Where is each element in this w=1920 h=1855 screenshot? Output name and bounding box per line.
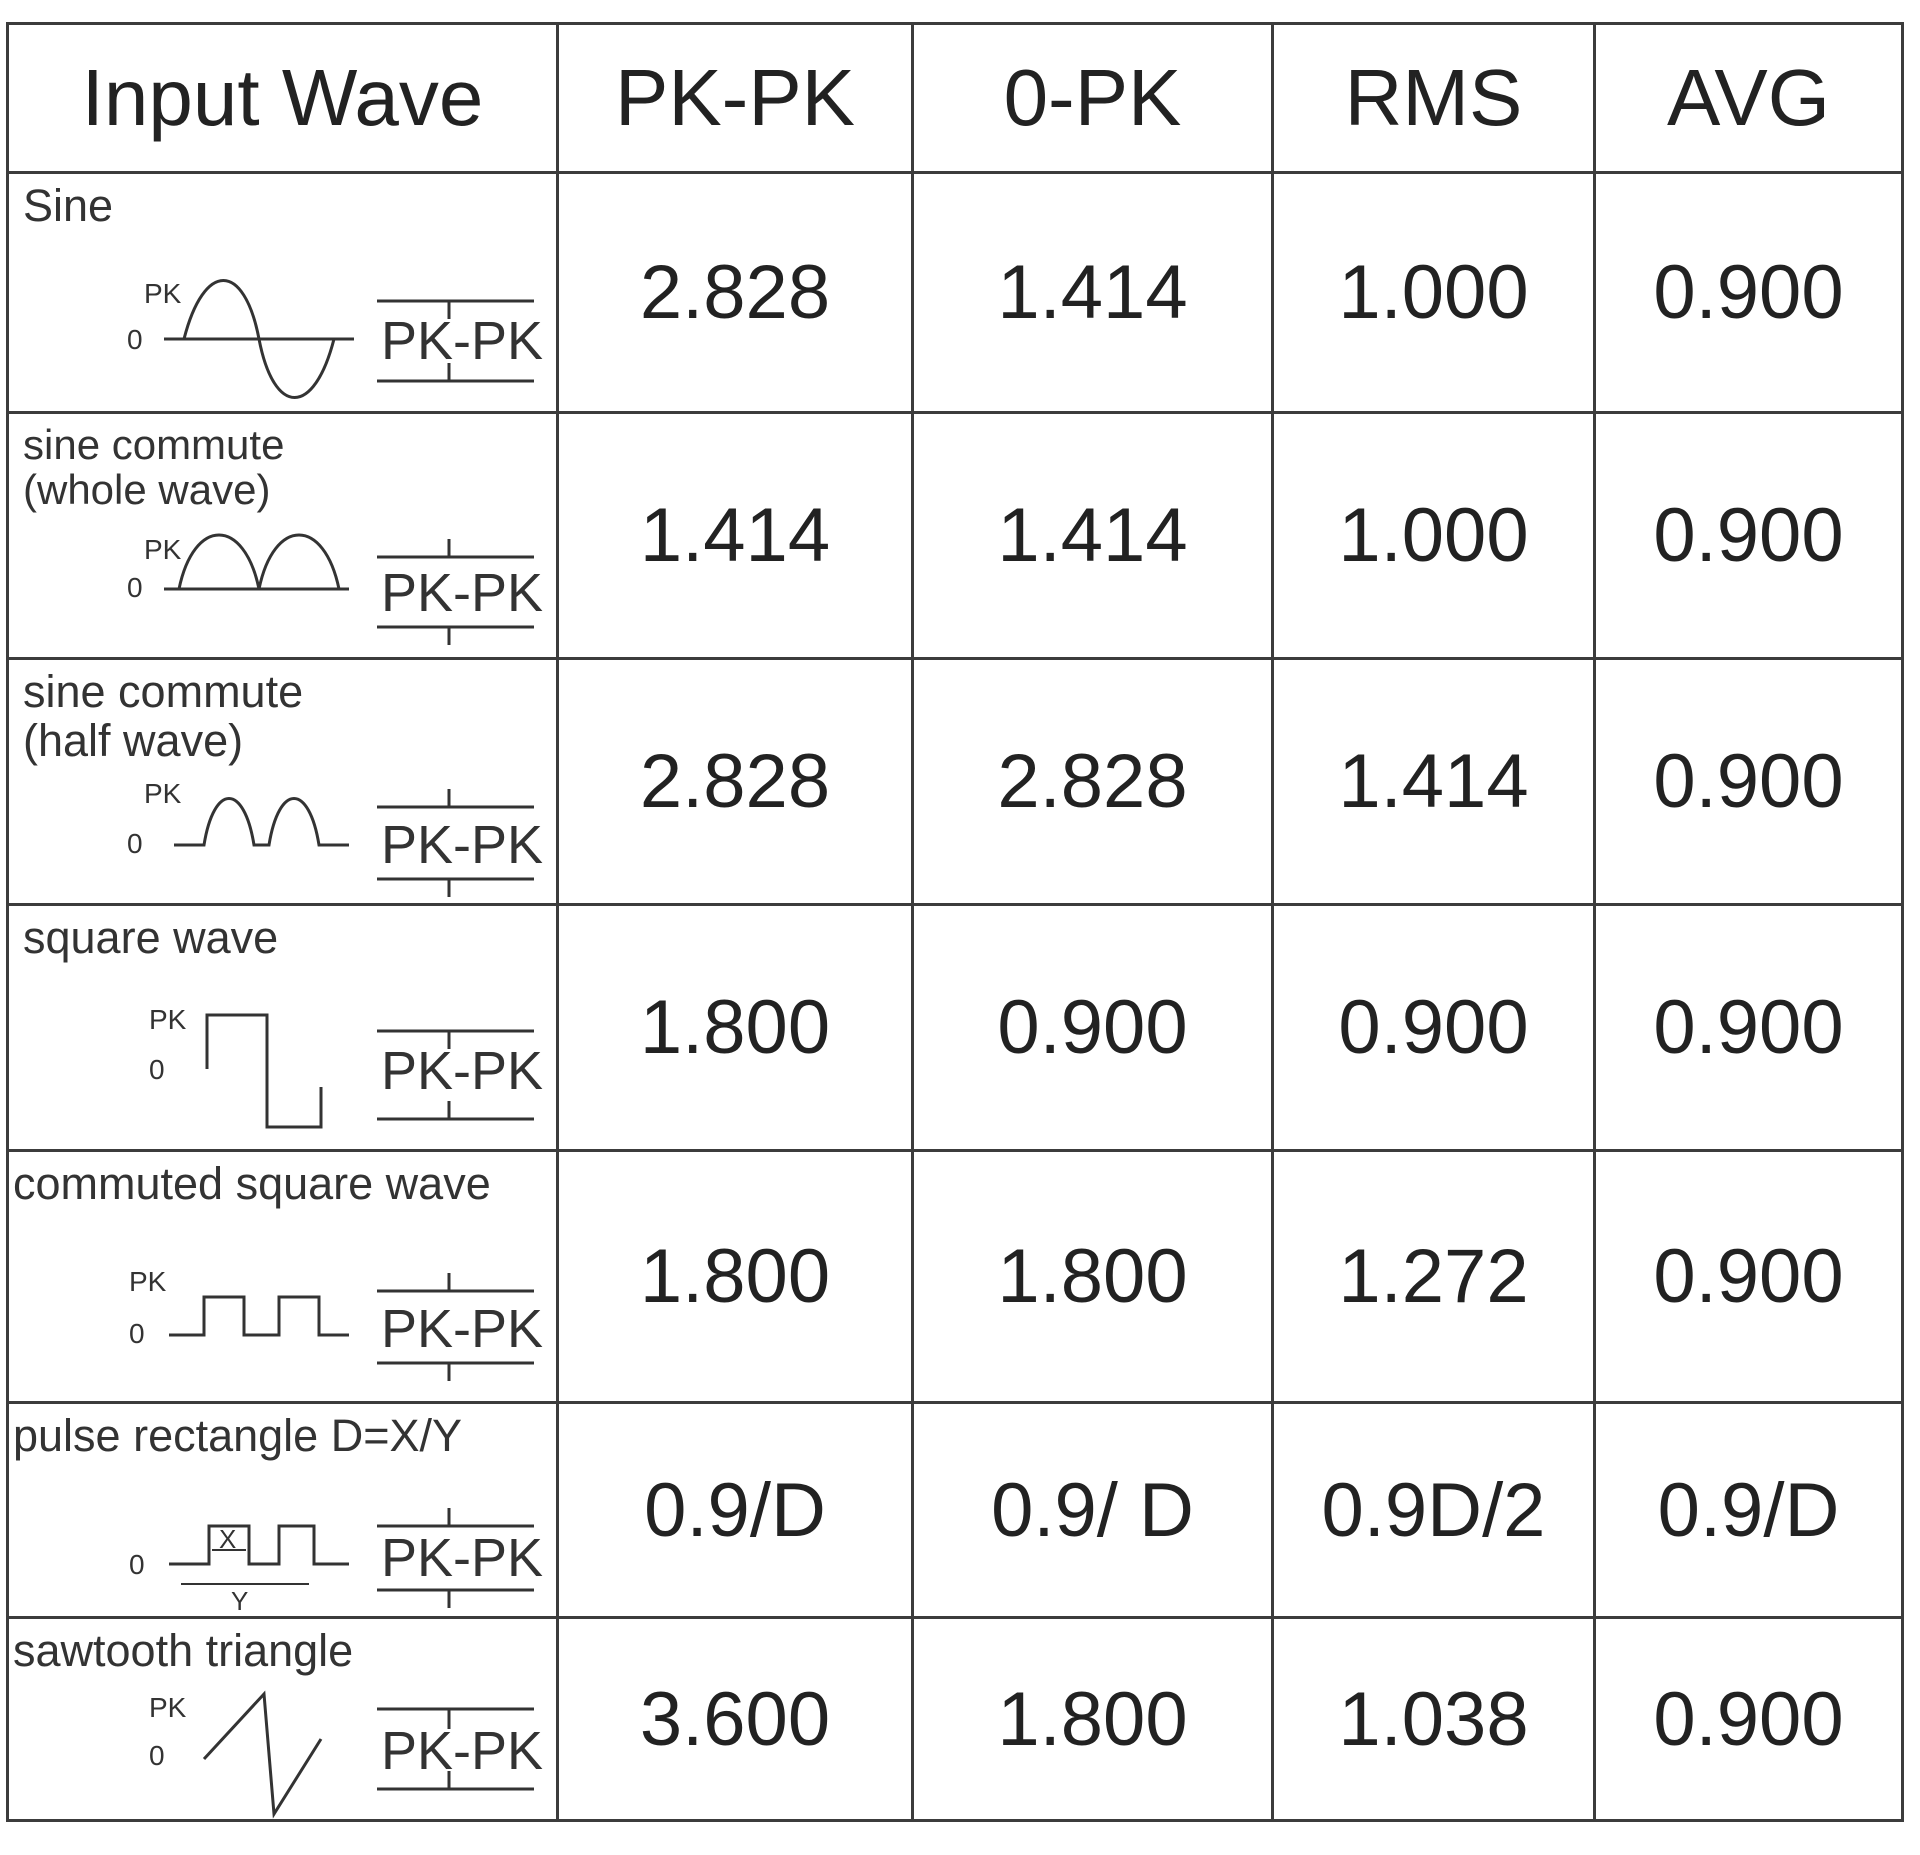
input-wave-cell: sine commute (whole wave) PK 0 PK-PK [6, 411, 559, 660]
avg-value: 0.900 [1593, 171, 1904, 414]
svg-text:PK-PK: PK-PK [381, 311, 543, 371]
table-row: sine commute (half wave) PK 0 PK-PK 2.82… [6, 657, 1904, 906]
input-wave-cell: square wave PK 0 PK-PK [6, 903, 559, 1152]
wave-name: square wave [23, 912, 279, 963]
pk-pk-value: 1.800 [556, 903, 914, 1152]
rms-value: 1.000 [1271, 171, 1596, 414]
header-pk-pk: PK-PK [556, 22, 914, 174]
input-wave-cell: sine commute (half wave) PK 0 PK-PK [6, 657, 559, 906]
zero-pk-value: 1.800 [911, 1149, 1274, 1404]
svg-text:PK: PK [144, 278, 182, 309]
header-rms: RMS [1271, 22, 1596, 174]
rms-value: 0.9D/2 [1271, 1401, 1596, 1619]
table-row: sawtooth triangle PK 0 PK-PK 3.600 1.800… [6, 1616, 1904, 1822]
wave-name: commuted square wave [13, 1158, 491, 1209]
zero-pk-value: 1.414 [911, 411, 1274, 660]
svg-text:PK-PK: PK-PK [381, 1721, 543, 1781]
half-wave-rectified-icon: PK 0 PK-PK [127, 778, 543, 897]
header-row: Input Wave PK-PK 0-PK RMS AVG [6, 22, 1904, 174]
square-wave-icon: PK 0 PK-PK [149, 1004, 543, 1129]
table-row: sine commute (whole wave) PK 0 PK-PK 1.4… [6, 411, 1904, 660]
sawtooth-triangle-icon: PK 0 PK-PK [149, 1690, 543, 1819]
pk-pk-value: 1.800 [556, 1149, 914, 1404]
svg-text:PK: PK [129, 1266, 167, 1297]
svg-text:0: 0 [127, 572, 143, 603]
header-input-wave: Input Wave [6, 22, 559, 174]
avg-value: 0.900 [1593, 657, 1904, 906]
wave-name: sine commute (whole wave) [23, 421, 285, 514]
sine-wave-icon: PK 0 PK-PK [127, 278, 543, 399]
rms-value: 1.272 [1271, 1149, 1596, 1404]
avg-value: 0.900 [1593, 411, 1904, 660]
full-wave-rectified-icon: PK 0 PK-PK [127, 533, 543, 645]
wave-name: sine commute (half wave) [23, 666, 304, 766]
svg-text:0: 0 [127, 324, 143, 355]
wave-name: Sine [23, 180, 114, 231]
avg-value: 0.900 [1593, 1616, 1904, 1822]
svg-text:0: 0 [127, 828, 143, 859]
svg-text:X: X [219, 1524, 236, 1554]
rms-value: 1.414 [1271, 657, 1596, 906]
input-wave-cell: pulse rectangle D=X/Y 0 X Y PK-PK [6, 1401, 559, 1619]
pk-pk-value: 2.828 [556, 657, 914, 906]
avg-value: 0.9/D [1593, 1401, 1904, 1619]
pk-pk-value: 2.828 [556, 171, 914, 414]
svg-text:PK-PK: PK-PK [381, 1041, 543, 1101]
input-wave-cell: Sine PK 0 PK-PK [6, 171, 559, 414]
table-row: Sine PK 0 PK-PK 2.828 1.414 1.000 0.900 [6, 171, 1904, 414]
pk-pk-value: 3.600 [556, 1616, 914, 1822]
svg-text:PK-PK: PK-PK [381, 1299, 543, 1359]
svg-text:PK: PK [144, 534, 182, 565]
zero-pk-value: 0.900 [911, 903, 1274, 1152]
header-0-pk: 0-PK [911, 22, 1274, 174]
pulse-rectangle-icon: 0 X Y PK-PK [129, 1508, 543, 1616]
zero-pk-value: 0.9/ D [911, 1401, 1274, 1619]
commuted-square-wave-icon: PK 0 PK-PK [129, 1266, 543, 1381]
svg-text:0: 0 [149, 1054, 165, 1085]
rms-value: 1.038 [1271, 1616, 1596, 1822]
wave-name: pulse rectangle D=X/Y [13, 1410, 463, 1461]
svg-text:0: 0 [149, 1740, 165, 1771]
zero-pk-value: 1.800 [911, 1616, 1274, 1822]
zero-pk-value: 2.828 [911, 657, 1274, 906]
svg-text:PK-PK: PK-PK [381, 815, 543, 875]
rms-value: 0.900 [1271, 903, 1596, 1152]
table-row: commuted square wave PK 0 PK-PK 1.800 1.… [6, 1149, 1904, 1404]
svg-text:PK: PK [149, 1692, 187, 1723]
svg-text:PK-PK: PK-PK [381, 1528, 543, 1588]
zero-pk-value: 1.414 [911, 171, 1274, 414]
table-row: pulse rectangle D=X/Y 0 X Y PK-PK 0.9/D … [6, 1401, 1904, 1619]
avg-value: 0.900 [1593, 1149, 1904, 1404]
svg-text:0: 0 [129, 1549, 145, 1580]
svg-text:PK-PK: PK-PK [381, 563, 543, 623]
svg-text:0: 0 [129, 1318, 145, 1349]
header-avg: AVG [1593, 22, 1904, 174]
rms-value: 1.000 [1271, 411, 1596, 660]
pk-pk-value: 0.9/D [556, 1401, 914, 1619]
table-row: square wave PK 0 PK-PK 1.800 0.900 0.900… [6, 903, 1904, 1152]
avg-value: 0.900 [1593, 903, 1904, 1152]
svg-text:PK: PK [149, 1004, 187, 1035]
pk-pk-value: 1.414 [556, 411, 914, 660]
input-wave-cell: commuted square wave PK 0 PK-PK [6, 1149, 559, 1404]
input-wave-cell: sawtooth triangle PK 0 PK-PK [6, 1616, 559, 1822]
svg-text:Y: Y [231, 1586, 248, 1616]
svg-text:PK: PK [144, 778, 182, 809]
wave-name: sawtooth triangle [13, 1625, 354, 1676]
waveform-conversion-table: Input Wave PK-PK 0-PK RMS AVG Sine PK 0 [6, 22, 1904, 1822]
